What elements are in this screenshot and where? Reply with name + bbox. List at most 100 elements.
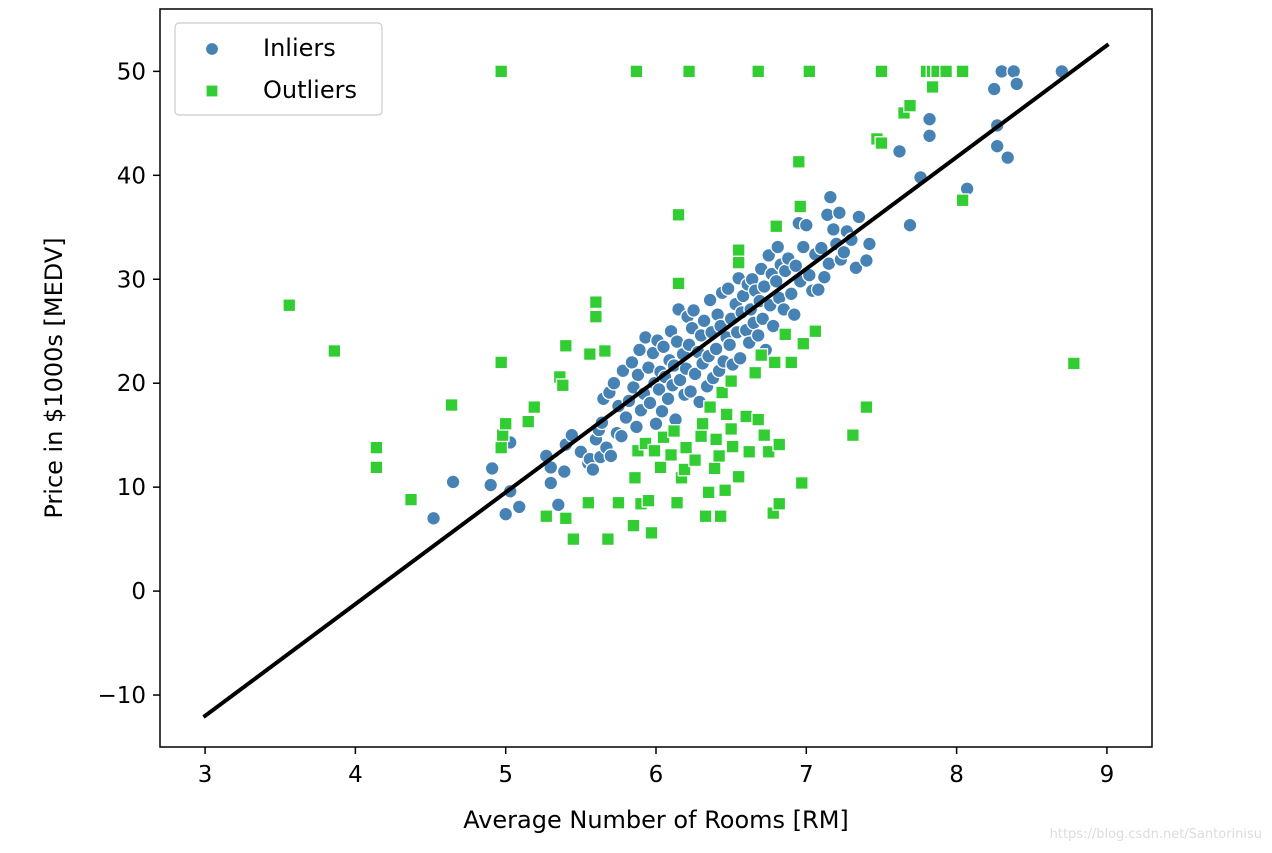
inlier-point: [550, 497, 566, 513]
outlier-point: [597, 344, 612, 358]
y-tick-label: 40: [117, 163, 146, 189]
outlier-point: [742, 444, 757, 459]
x-tick-label: 9: [1100, 762, 1115, 788]
outlier-point: [664, 447, 678, 462]
outlier-point: [757, 428, 772, 443]
inlier-point: [813, 240, 829, 256]
inlier-point: [836, 244, 852, 260]
inlier-point: [720, 281, 736, 297]
legend-outliers-label: Outliers: [263, 76, 357, 104]
outlier-point: [939, 64, 954, 79]
outlier-point: [369, 440, 384, 455]
x-axis-label: Average Number of Rooms [RM]: [463, 806, 849, 834]
inlier-point: [629, 419, 644, 435]
inlier-point: [858, 253, 874, 268]
inlier-point: [902, 217, 918, 233]
outlier-point: [778, 327, 793, 342]
outlier-point: [767, 355, 782, 370]
outlier-point: [784, 355, 799, 370]
outlier-point: [707, 461, 722, 476]
outlier-point: [731, 243, 746, 258]
outlier-point: [761, 444, 776, 459]
outlier-point: [629, 64, 644, 79]
outlier-point: [600, 532, 615, 547]
outlier-point: [404, 492, 418, 507]
inlier-point: [483, 477, 499, 493]
inlier-point: [624, 354, 640, 370]
x-tick-label: 3: [198, 762, 213, 788]
inlier-point: [648, 416, 664, 432]
outlier-point: [626, 518, 641, 533]
outlier-point: [694, 429, 709, 444]
outlier-point: [588, 309, 603, 324]
outlier-point: [955, 193, 970, 208]
outlier-point: [718, 483, 733, 498]
fit-line-layer: [202, 42, 1110, 719]
inlier-point: [819, 207, 835, 223]
outlier-point: [772, 437, 787, 452]
inlier-point: [511, 499, 527, 515]
outlier-point: [748, 365, 763, 380]
inlier-point: [426, 510, 442, 526]
inlier-point: [642, 395, 658, 411]
y-tick-label: 30: [117, 267, 146, 293]
inlier-point: [632, 342, 647, 358]
watermark: https://blog.csdn.net/Santorinisu: [1050, 827, 1262, 842]
inlier-point: [1000, 150, 1016, 166]
outlier-point: [667, 424, 681, 438]
inlier-point: [445, 474, 461, 490]
outlier-point: [677, 462, 692, 477]
outlier-point: [444, 398, 459, 412]
inlier-point: [732, 350, 748, 366]
outlier-point: [644, 525, 659, 540]
x-axis: 3 4 5 6 7 8 9: [198, 747, 1114, 788]
outlier-point: [498, 416, 513, 431]
inlier-point: [708, 341, 724, 357]
inlier-point: [788, 258, 804, 274]
outlier-point: [793, 199, 808, 214]
inlier-point: [722, 337, 738, 353]
outlier-point: [725, 439, 740, 454]
inlier-point: [654, 403, 670, 419]
inlier-point: [585, 462, 601, 477]
x-tick-label: 7: [799, 762, 814, 788]
outlier-point: [769, 219, 784, 234]
outlier-point: [712, 449, 727, 463]
outlier-point: [670, 495, 684, 510]
inlier-point: [750, 327, 766, 343]
inlier-point: [822, 189, 838, 205]
outlier-point: [739, 409, 754, 424]
inlier-point: [618, 410, 634, 425]
outlier-point: [955, 64, 970, 79]
outlier-point: [713, 509, 728, 524]
inlier-point: [660, 391, 676, 407]
inlier-point: [1006, 63, 1022, 79]
outlier-point: [282, 298, 297, 313]
outlier-point: [647, 443, 662, 458]
outlier-point: [558, 338, 573, 353]
x-tick-label: 4: [348, 762, 363, 788]
outlier-point: [641, 493, 656, 508]
inlier-point: [761, 247, 777, 263]
inlier-point: [683, 384, 699, 399]
outlier-point: [772, 496, 787, 511]
outlier-point: [874, 136, 889, 151]
inlier-point: [613, 428, 629, 444]
outlier-point: [327, 344, 342, 358]
points-layer: [282, 63, 1081, 547]
outlier-point: [539, 509, 554, 524]
inlier-point: [922, 128, 938, 144]
inlier-point: [768, 273, 784, 289]
outlier-point: [521, 414, 536, 429]
inlier-point: [810, 282, 826, 298]
inlier-point: [770, 239, 786, 255]
outlier-point: [581, 495, 596, 510]
outlier-point: [724, 374, 739, 389]
outlier-point: [628, 470, 642, 485]
outlier-point: [695, 416, 710, 431]
x-tick-label: 6: [649, 762, 664, 788]
outlier-point: [555, 378, 570, 393]
outlier-point: [611, 495, 626, 510]
inlier-point: [498, 506, 514, 522]
outlier-point: [671, 276, 686, 291]
